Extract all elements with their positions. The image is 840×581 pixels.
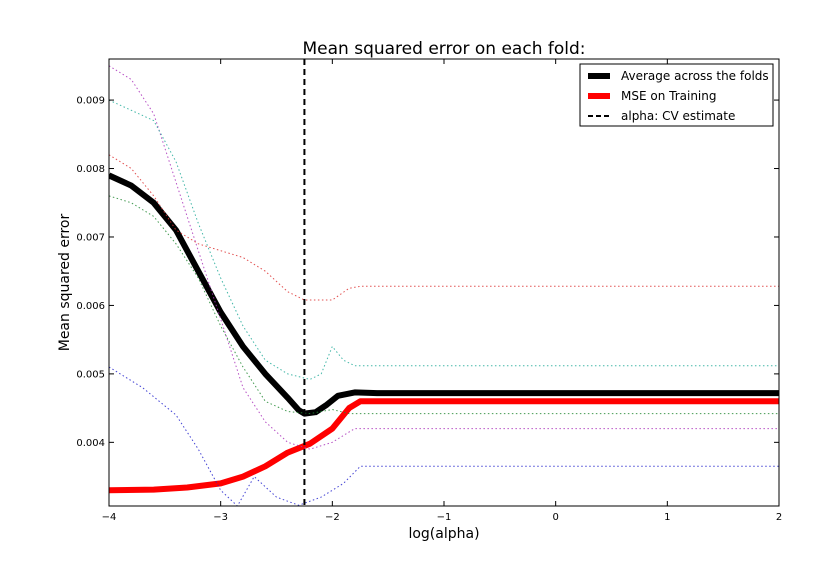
y-tick-label: 0.007 xyxy=(76,232,105,243)
legend-label: alpha: CV estimate xyxy=(621,109,735,123)
series-line-fold-3 xyxy=(109,65,779,450)
series-line-training xyxy=(109,398,779,494)
x-tick-label: −2 xyxy=(325,512,340,523)
series-line-fold-6 xyxy=(109,195,779,415)
series-line-fold-5 xyxy=(109,154,779,301)
x-tick-label: −1 xyxy=(437,512,452,523)
series-line-fold-4 xyxy=(109,99,779,380)
x-axis-label: log(alpha) xyxy=(408,526,479,542)
y-tick-label: 0.006 xyxy=(76,301,105,312)
plot-area xyxy=(109,59,779,506)
legend-box xyxy=(579,63,774,127)
legend: Average across the folds MSE on Training a… xyxy=(579,63,774,127)
y-tick-label: 0.009 xyxy=(76,96,105,107)
y-tick-label: 0.004 xyxy=(76,438,105,449)
series-line-average xyxy=(109,172,779,417)
x-tick-label: −3 xyxy=(213,512,228,523)
y-tick-label: 0.005 xyxy=(76,369,105,380)
legend-label: Average across the folds xyxy=(621,69,769,83)
x-tick-label: 2 xyxy=(776,512,782,523)
legend-label: MSE on Training xyxy=(621,89,716,103)
chart-title: Mean squared error on each fold: xyxy=(303,39,586,59)
y-tick-label: 0.008 xyxy=(76,164,105,175)
x-tick-label: −4 xyxy=(102,512,117,523)
x-tick-label: 0 xyxy=(552,512,558,523)
x-tick-label: 1 xyxy=(664,512,670,523)
y-axis-label: Mean squared error xyxy=(57,214,73,352)
